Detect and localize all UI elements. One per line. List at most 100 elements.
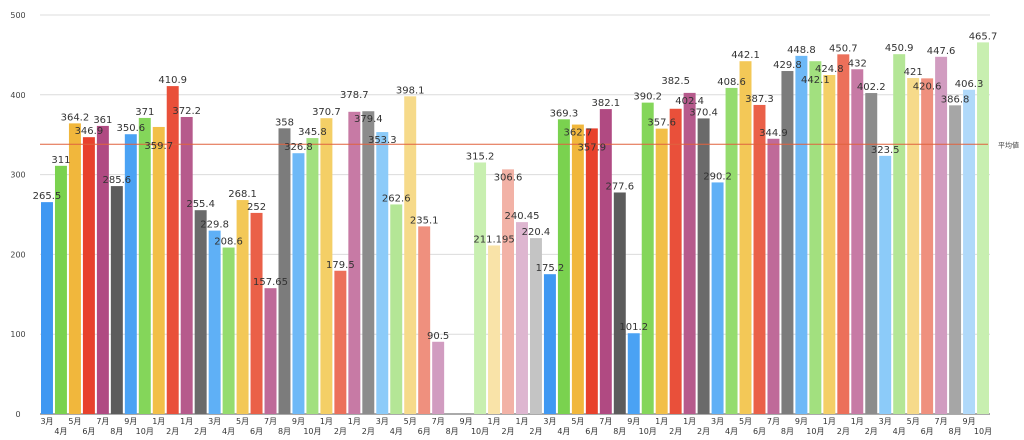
bar	[655, 128, 668, 414]
bar	[613, 192, 626, 414]
x-tick-label: 1月	[655, 417, 668, 426]
bar	[320, 118, 333, 414]
x-tick-label: 7月	[599, 417, 612, 426]
bar	[781, 71, 794, 415]
data-label: 448.8	[787, 45, 816, 56]
x-tick-label: 8月	[613, 427, 626, 436]
bar	[977, 42, 989, 414]
x-tick-label: 8月	[781, 427, 794, 436]
x-tick-label: 7月	[935, 417, 948, 426]
bar	[236, 200, 249, 414]
x-tick-label: 3月	[879, 417, 892, 426]
bar	[935, 56, 948, 415]
y-tick-label: 100	[10, 330, 25, 339]
data-label: 175.2	[536, 263, 565, 274]
x-tick-label: 9月	[124, 417, 137, 426]
x-tick-label: 2月	[529, 427, 542, 436]
bar	[362, 111, 375, 414]
data-label: 208.6	[214, 237, 243, 248]
bar	[264, 288, 277, 414]
bar	[138, 117, 151, 414]
bar	[725, 87, 738, 415]
data-label: 344.9	[759, 128, 788, 139]
x-tick-label: 10月	[471, 427, 489, 436]
x-tick-label: 8月	[278, 427, 291, 436]
data-label: 277.6	[605, 181, 634, 192]
bar	[683, 92, 696, 415]
bar	[767, 138, 780, 414]
x-tick-label: 2月	[501, 427, 514, 436]
x-tick-label: 7月	[432, 417, 445, 426]
x-tick-label: 2月	[166, 427, 179, 436]
data-label: 90.5	[427, 331, 449, 342]
data-label: 420.6	[913, 81, 942, 92]
data-label: 323.5	[871, 145, 900, 156]
bar	[921, 78, 934, 414]
data-label: 268.1	[228, 189, 257, 200]
data-label: 406.3	[955, 79, 984, 90]
bar	[809, 61, 822, 415]
data-label: 364.2	[61, 112, 90, 123]
data-label: 450.9	[885, 43, 914, 54]
bar	[390, 204, 403, 414]
data-label: 220.4	[522, 227, 551, 238]
x-tick-label: 5月	[236, 417, 249, 426]
bar	[753, 104, 766, 414]
data-label: 398.1	[396, 85, 425, 96]
data-label: 432	[848, 58, 867, 69]
data-label: 362.7	[564, 128, 593, 139]
data-label: 379.4	[354, 114, 383, 125]
data-label: 442.1	[731, 50, 760, 61]
data-label: 357.9	[578, 142, 607, 153]
data-label: 346.9	[75, 126, 104, 137]
bar	[334, 270, 347, 414]
data-label: 370.4	[689, 107, 718, 118]
x-tick-label: 5月	[907, 417, 920, 426]
data-label: 372.2	[172, 106, 201, 117]
x-tick-label: 1月	[180, 417, 193, 426]
bar	[949, 105, 962, 414]
bar	[851, 69, 864, 414]
bar	[543, 274, 556, 414]
bar	[516, 222, 528, 414]
bar	[194, 210, 207, 414]
data-label: 179.5	[326, 260, 355, 271]
data-label: 229.8	[200, 220, 229, 231]
x-tick-label: 2月	[865, 427, 878, 436]
bar	[376, 132, 389, 415]
bar	[711, 182, 724, 414]
x-tick-label: 1月	[851, 417, 864, 426]
y-tick-label: 200	[10, 250, 25, 259]
x-tick-label: 9月	[460, 417, 473, 426]
x-tick-label: 10月	[639, 427, 657, 436]
data-label: 370.7	[312, 107, 341, 118]
data-label: 315.2	[466, 151, 495, 162]
data-label: 157.65	[253, 277, 288, 288]
data-label: 387.3	[745, 94, 774, 105]
data-label: 285.6	[103, 175, 132, 186]
x-tick-label: 8月	[949, 427, 962, 436]
bar	[82, 137, 95, 414]
x-tick-label: 6月	[82, 427, 95, 436]
x-tick-label: 9月	[627, 417, 640, 426]
bar	[222, 247, 235, 414]
x-tick-label: 3月	[543, 417, 556, 426]
x-tick-label: 3月	[711, 417, 724, 426]
data-label: 357.6	[647, 118, 676, 129]
x-tick-label: 1月	[487, 417, 500, 426]
data-label: 361	[93, 115, 112, 126]
x-tick-label: 2月	[362, 427, 375, 436]
bar	[795, 55, 808, 414]
bar	[879, 155, 892, 415]
bar	[152, 126, 165, 414]
bar	[585, 128, 598, 414]
x-tick-label: 10月	[303, 427, 321, 436]
x-tick-label: 4月	[222, 427, 235, 436]
x-tick-label: 4月	[557, 427, 570, 436]
bar	[110, 186, 123, 414]
x-tick-label: 4月	[54, 427, 67, 436]
x-tick-label: 1月	[515, 417, 528, 426]
bar	[418, 226, 431, 414]
data-label: 252	[247, 202, 266, 213]
